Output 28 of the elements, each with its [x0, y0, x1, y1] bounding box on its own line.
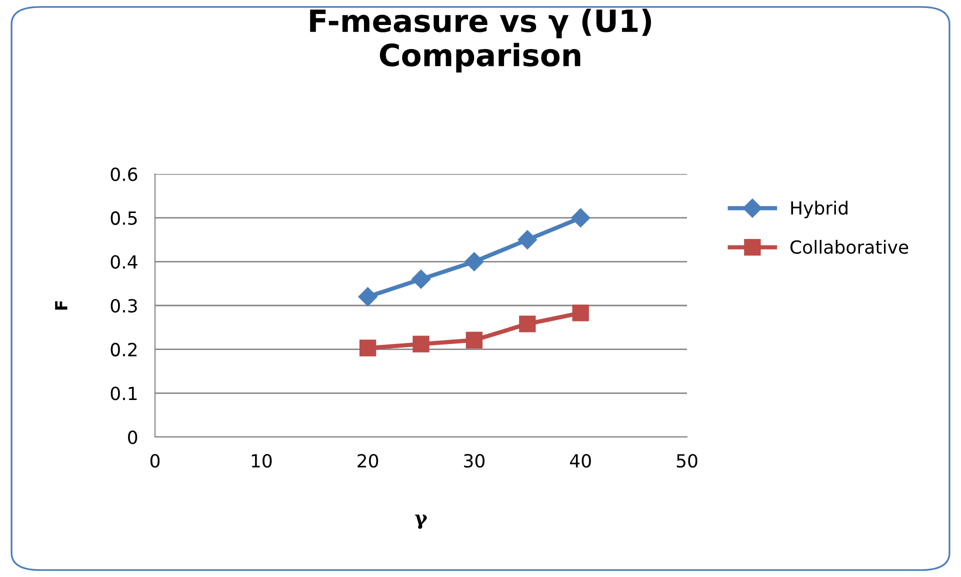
y-tick-label: 0.2	[110, 342, 137, 356]
y-tick-label: 0.4	[110, 255, 138, 269]
point	[412, 336, 430, 352]
point	[411, 270, 431, 289]
point	[358, 287, 378, 306]
y-tick-label: 0	[128, 430, 138, 444]
x-tick-label: 0	[150, 454, 160, 468]
x-tick-label: 20	[358, 454, 378, 468]
y-tick-label: 0.3	[110, 298, 137, 313]
x-tick-label: 40	[570, 454, 591, 468]
point	[466, 332, 483, 348]
x-tick-label: 30	[464, 454, 484, 468]
point	[464, 252, 484, 272]
x-tick-label: 50	[676, 454, 698, 468]
y-tick-label: 0.1	[110, 386, 137, 400]
y-axis-title: F	[55, 301, 68, 310]
point	[571, 208, 590, 228]
legend-label: Hybrid	[791, 200, 848, 218]
point	[359, 340, 376, 356]
chart-title: F-measure vs γ (U1) Comparison	[310, 8, 652, 72]
point	[572, 304, 589, 322]
legend-label: Collaborative	[790, 240, 908, 254]
x-tick-label: 10	[252, 454, 272, 468]
x-axis-title: γ	[415, 514, 427, 529]
point	[519, 316, 536, 332]
y-tick-label: 0.6	[110, 167, 138, 182]
point	[518, 230, 537, 250]
y-tick-label: 0.5	[110, 211, 137, 225]
